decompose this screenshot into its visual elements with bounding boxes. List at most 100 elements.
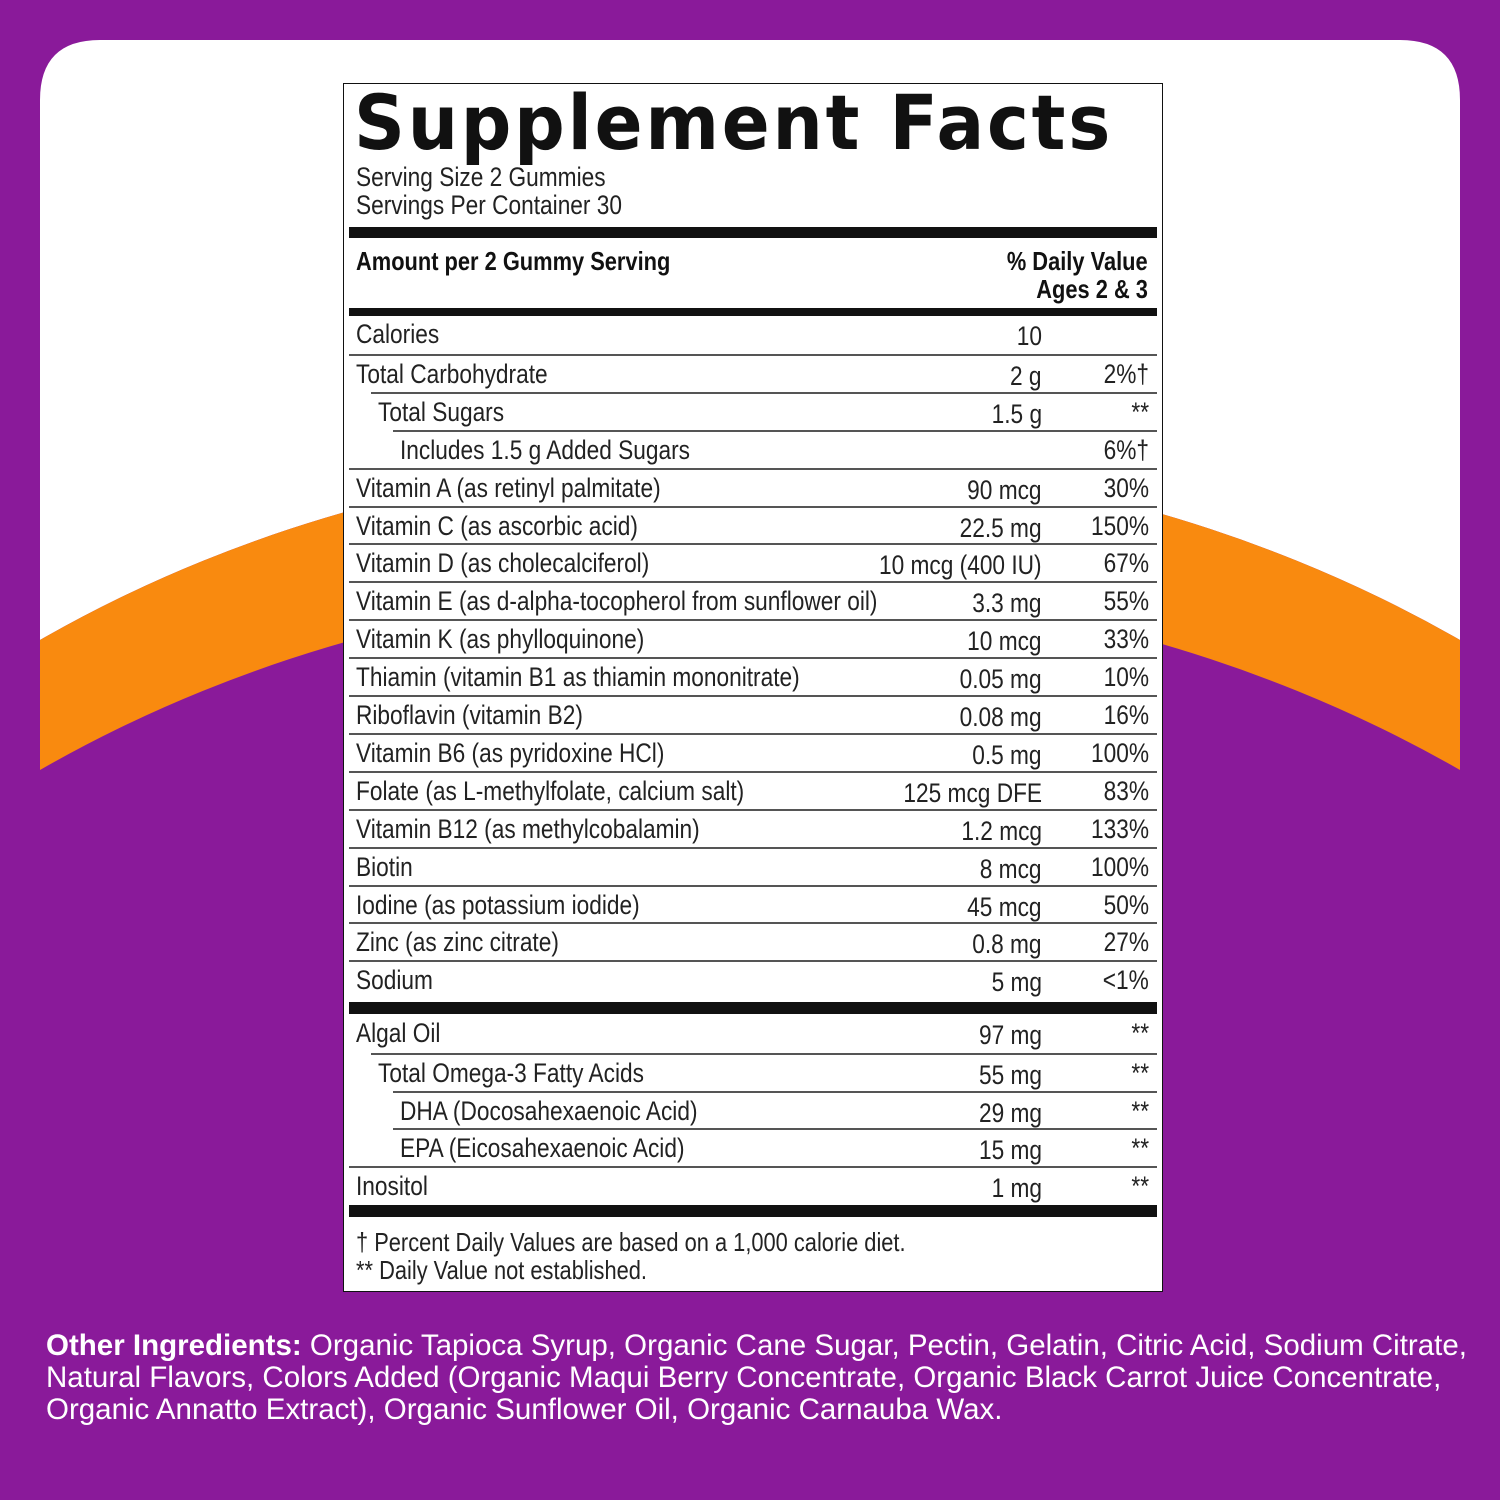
table-row: Biotin 8 mcg 100% <box>349 846 1157 887</box>
nutrient-daily-value: ** <box>1131 1018 1149 1048</box>
table-row: Vitamin A (as retinyl palmitate) 90 mcg 30… <box>349 467 1157 508</box>
nutrient-amount: 8 mcg <box>980 853 1042 884</box>
table-row: Includes 1.5 g Added Sugars 6%† <box>393 429 1157 470</box>
servings-per-container: Servings Per Container 30 <box>356 190 623 220</box>
table-row: Vitamin C (as ascorbic acid) 22.5 mg 150% <box>349 505 1157 546</box>
nutrient-name: Vitamin K (as phylloquinone) <box>356 624 645 655</box>
nutrient-daily-value: 50% <box>1103 889 1149 920</box>
nutrient-daily-value: 55% <box>1103 586 1149 617</box>
nutrient-name: Biotin <box>356 851 413 882</box>
nutrient-name: Vitamin C (as ascorbic acid) <box>356 510 638 541</box>
nutrient-daily-value: 133% <box>1090 813 1149 844</box>
nutrient-name: Includes 1.5 g Added Sugars <box>400 434 691 465</box>
nutrient-amount: 5 mg <box>991 967 1042 998</box>
nutrient-daily-value: 83% <box>1103 775 1149 806</box>
nutrient-amount: 22.5 mg <box>960 512 1042 543</box>
nutrient-amount: 10 <box>1016 321 1042 351</box>
table-row: Vitamin D (as cholecalciferol) 10 mcg (40… <box>349 543 1157 583</box>
table-row: Algal Oil 97 mg ** <box>349 1015 1157 1053</box>
nutrient-daily-value: 16% <box>1103 700 1149 730</box>
nutrient-amount: 0.08 mg <box>960 702 1042 732</box>
nutrient-name: Zinc (as zinc citrate) <box>356 927 559 958</box>
table-row: Vitamin E (as d-alpha-tocopherol from su… <box>349 581 1157 621</box>
nutrient-name: EPA (Eicosahexaenoic Acid) <box>400 1133 685 1164</box>
nutrient-amount: 10 mcg <box>967 626 1042 657</box>
nutrient-daily-value: 27% <box>1103 927 1149 958</box>
nutrient-daily-value: ** <box>1131 1133 1149 1164</box>
nutrient-amount: 1.2 mcg <box>961 815 1042 846</box>
table-row: Total Sugars 1.5 g ** <box>371 391 1157 432</box>
table-row: Vitamin B6 (as pyridoxine HCl) 0.5 mg 100% <box>349 732 1157 773</box>
amount-header: Amount per 2 Gummy Serving <box>356 246 671 276</box>
nutrient-amount: 125 mcg DFE <box>903 777 1042 808</box>
nutrient-daily-value: 100% <box>1090 851 1149 882</box>
table-row: Thiamin (vitamin B1 as thiamin mononitra… <box>349 657 1157 697</box>
nutrient-name: Riboflavin (vitamin B2) <box>356 700 583 730</box>
nutrient-daily-value: ** <box>1131 1057 1149 1088</box>
nutrient-name: DHA (Docosahexaenoic Acid) <box>400 1095 698 1126</box>
dv-header: % Daily Value <box>1007 246 1148 276</box>
serving-size: Serving Size 2 Gummies <box>356 162 606 192</box>
nutrient-name: Folate (as L-methylfolate, calcium salt) <box>356 775 745 806</box>
nutrient-name: Total Sugars <box>378 396 505 427</box>
nutrient-amount: 1.5 g <box>991 398 1042 429</box>
nutrient-daily-value: 30% <box>1103 472 1149 503</box>
nutrient-name: Thiamin (vitamin B1 as thiamin mononitra… <box>356 662 800 693</box>
nutrient-name: Iodine (as potassium iodide) <box>356 889 640 920</box>
nutrient-name: Vitamin E (as d-alpha-tocopherol from su… <box>356 586 878 617</box>
table-row: Iodine (as potassium iodide) 45 mcg 50% <box>349 884 1157 925</box>
nutrient-amount: 0.8 mg <box>972 929 1042 960</box>
table-row: Total Omega-3 Fatty Acids 55 mg ** <box>371 1052 1157 1093</box>
divider-thick <box>349 1002 1157 1014</box>
nutrient-name: Calories <box>356 319 440 349</box>
nutrient-name: Vitamin B12 (as methylcobalamin) <box>356 813 700 844</box>
nutrient-daily-value: ** <box>1131 1171 1149 1202</box>
footnote-dv: † Percent Daily Values are based on a 1,… <box>356 1227 906 1257</box>
nutrient-daily-value: 10% <box>1103 662 1149 693</box>
nutrient-name: Total Omega-3 Fatty Acids <box>378 1057 644 1088</box>
nutrient-name: Inositol <box>356 1171 428 1202</box>
nutrient-amount: 97 mg <box>978 1020 1042 1050</box>
table-row: Sodium 5 mg <1% <box>349 960 1157 1000</box>
table-row: Calories 10 <box>349 316 1157 354</box>
nutrient-amount: 55 mg <box>978 1059 1042 1090</box>
footnote-not-established: ** Daily Value not established. <box>356 1255 647 1285</box>
other-ingredients-text: Organic Tapioca Syrup, Organic Cane Suga… <box>46 1329 1467 1426</box>
nutrient-amount: 15 mg <box>978 1135 1042 1166</box>
panel-title: Supplement Facts <box>354 78 1114 167</box>
table-row: Zinc (as zinc citrate) 0.8 mg 27% <box>349 922 1157 962</box>
nutrient-amount: 2 g <box>1010 360 1042 391</box>
other-ingredients-label: Other Ingredients: <box>46 1329 302 1362</box>
nutrient-name: Total Carbohydrate <box>356 358 548 389</box>
table-row: Vitamin K (as phylloquinone) 10 mcg 33% <box>349 619 1157 659</box>
other-ingredients: Other Ingredients: Organic Tapioca Syrup… <box>46 1330 1486 1426</box>
nutrient-name: Vitamin B6 (as pyridoxine HCl) <box>356 737 665 768</box>
table-row: Riboflavin (vitamin B2) 0.08 mg 16% <box>349 695 1157 735</box>
nutrient-daily-value: 100% <box>1090 737 1149 768</box>
table-row: Folate (as L-methylfolate, calcium salt)… <box>349 770 1157 811</box>
nutrient-amount: 3.3 mg <box>972 588 1042 619</box>
nutrient-name: Vitamin A (as retinyl palmitate) <box>356 472 661 503</box>
nutrient-daily-value: 6%† <box>1103 434 1149 465</box>
nutrient-amount: 10 mcg (400 IU) <box>879 550 1042 581</box>
table-row: EPA (Eicosahexaenoic Acid) 15 mg ** <box>393 1128 1157 1168</box>
nutrient-amount: 1 mg <box>991 1173 1042 1204</box>
nutrient-daily-value: 67% <box>1103 548 1149 579</box>
nutrient-daily-value: 150% <box>1090 510 1149 541</box>
nutrient-daily-value: 2%† <box>1103 358 1149 389</box>
nutrient-amount: 0.5 mg <box>972 739 1042 770</box>
nutrient-daily-value: <1% <box>1102 965 1149 996</box>
nutrient-amount: 45 mcg <box>967 891 1042 922</box>
table-row: Vitamin B12 (as methylcobalamin) 1.2 mcg 1… <box>349 808 1157 849</box>
nutrient-name: Algal Oil <box>356 1018 441 1048</box>
nutrient-daily-value: ** <box>1131 1095 1149 1126</box>
supplement-facts-panel: Supplement Facts Serving Size 2 Gummies … <box>343 78 1163 1292</box>
table-row: Total Carbohydrate 2 g 2%† <box>349 353 1157 394</box>
nutrient-amount: 29 mg <box>978 1097 1042 1128</box>
dv-age-header: Ages 2 & 3 <box>1036 274 1148 304</box>
divider-thick <box>349 227 1157 238</box>
nutrient-amount: 90 mcg <box>967 474 1042 505</box>
nutrient-name: Vitamin D (as cholecalciferol) <box>356 548 650 579</box>
nutrient-daily-value: 33% <box>1103 624 1149 655</box>
nutrient-daily-value: ** <box>1131 396 1149 427</box>
